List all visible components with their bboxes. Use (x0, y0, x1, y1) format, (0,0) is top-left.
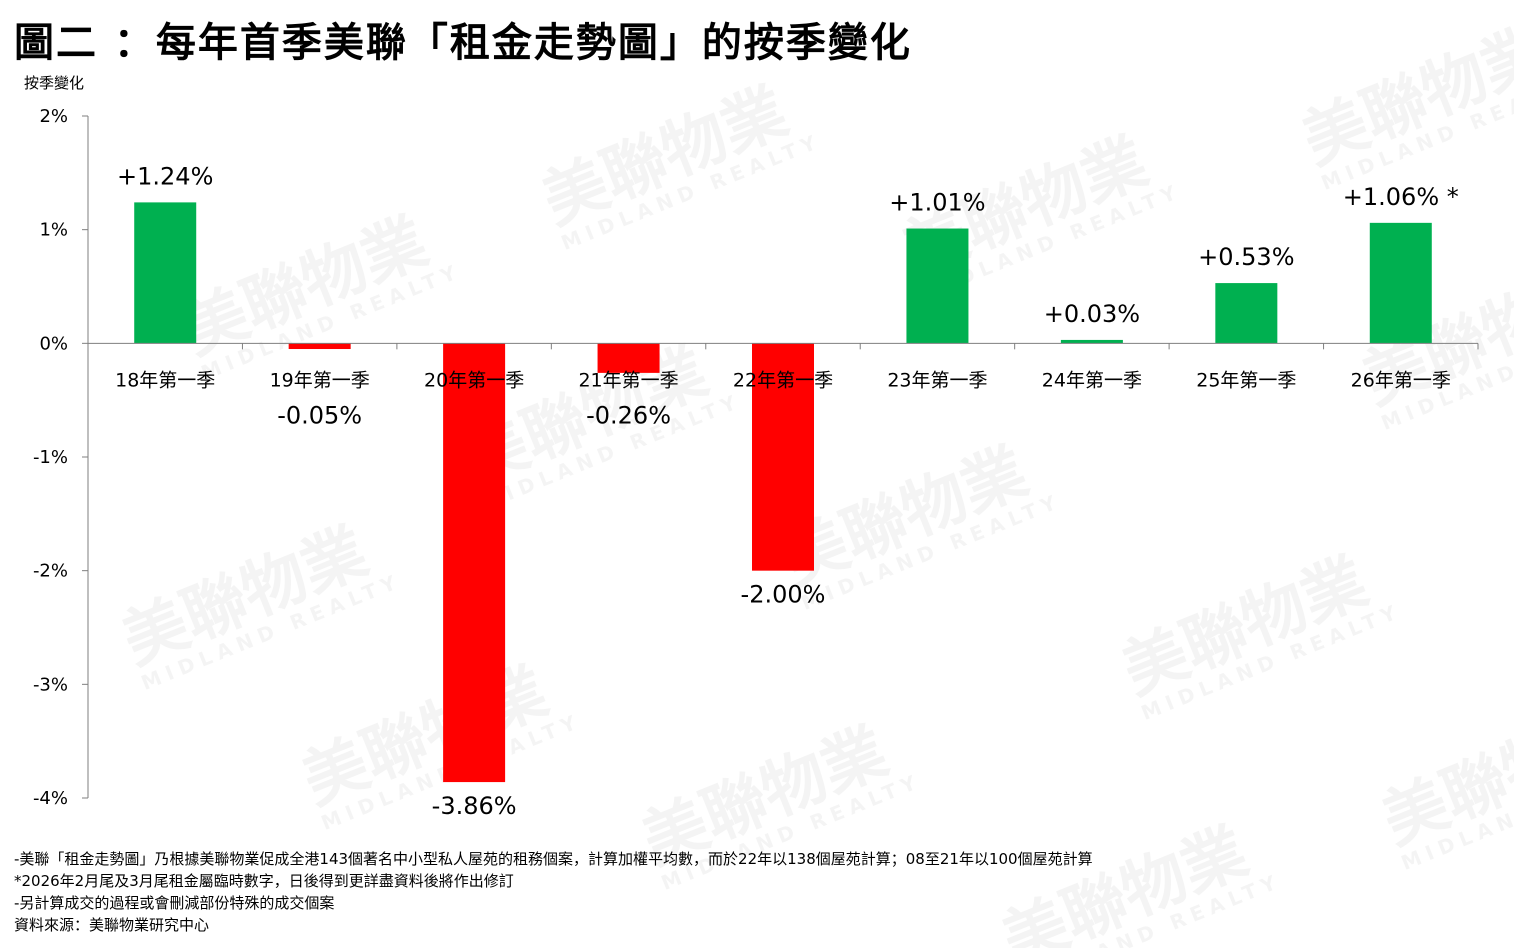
footnote: -另計算成交的過程或會刪減部份特殊的成交個案 (14, 894, 335, 912)
x-tick-label: 20年第一季 (424, 369, 524, 391)
y-tick-label: -3% (33, 674, 68, 695)
y-tick-label: -2% (33, 561, 68, 582)
x-tick-label: 22年第一季 (733, 369, 833, 391)
y-tick-label: -4% (33, 788, 68, 809)
data-label: -2.00% (741, 581, 826, 609)
bar (597, 343, 660, 373)
y-tick-label: 1% (39, 220, 68, 241)
bar (134, 202, 197, 344)
data-label: +0.53% (1198, 243, 1294, 271)
data-label: +0.03% (1044, 300, 1140, 328)
bar (752, 343, 814, 571)
data-label: +1.06% * (1343, 183, 1459, 211)
bar (1060, 339, 1123, 344)
x-tick-label: 23年第一季 (887, 369, 987, 391)
source-note: 資料來源：美聯物業研究中心 (14, 916, 210, 934)
y-tick-label: 2% (39, 106, 68, 127)
data-label: +1.01% (889, 189, 985, 217)
y-tick-label: -1% (33, 447, 68, 468)
data-label: -3.86% (432, 792, 517, 820)
page-title: 圖二 ：每年首季美聯「租金走勢圖」的按季變化 (14, 20, 912, 66)
x-tick-label: 19年第一季 (270, 369, 370, 391)
bar (288, 343, 351, 350)
bar (443, 343, 506, 783)
bar (1369, 222, 1432, 344)
y-tick-label: 0% (39, 333, 68, 354)
data-label: -0.05% (277, 401, 362, 429)
footnote: *2026年2月尾及3月尾租金屬臨時數字，日後得到更詳盡資料後將作出修訂 (14, 872, 514, 890)
x-tick-label: 25年第一季 (1196, 369, 1296, 391)
x-tick-label: 24年第一季 (1042, 369, 1142, 391)
x-tick-label: 26年第一季 (1351, 369, 1451, 391)
data-label: +1.24% (117, 162, 213, 190)
bar (906, 228, 969, 344)
footnote: -美聯「租金走勢圖」乃根據美聯物業促成全港143個著名中小型私人屋苑的租務個案，… (14, 850, 1093, 868)
bar (1215, 283, 1278, 344)
footnotes: -美聯「租金走勢圖」乃根據美聯物業促成全港143個著名中小型私人屋苑的租務個案，… (14, 848, 1093, 936)
x-tick-label: 21年第一季 (578, 369, 678, 391)
x-tick-label: 18年第一季 (115, 369, 215, 391)
y-axis-label: 按季變化 (24, 74, 85, 92)
data-label: -0.26% (586, 401, 671, 429)
